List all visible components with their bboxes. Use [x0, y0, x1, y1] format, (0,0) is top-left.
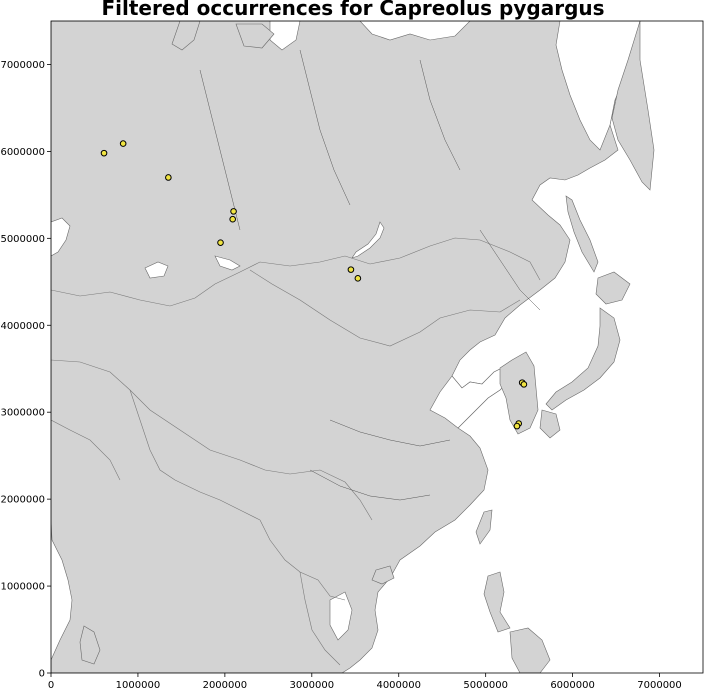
- korean-peninsula: [499, 351, 539, 435]
- occurrence-point: [513, 422, 521, 430]
- basemap: [51, 21, 655, 673]
- occurrence-point: [354, 275, 362, 282]
- aral-sea: [144, 261, 169, 279]
- axes: 0 1000000 2000000 3000000 4000000 5000000 6000…: [0, 60, 681, 690]
- x-tick-label: 7000000: [637, 680, 682, 690]
- x-tick-label: 4000000: [376, 680, 421, 690]
- gulf-of-tonkin: [329, 591, 353, 641]
- plot-frame: [50, 20, 704, 674]
- occurrence-point: [165, 174, 172, 181]
- japan-kyushu: [539, 409, 561, 439]
- rivers: [199, 49, 541, 501]
- philippines-luzon: [483, 571, 511, 633]
- arctic-island: [235, 23, 275, 49]
- occurrence-points: [100, 140, 528, 430]
- y-tick-label: 5000000: [0, 234, 45, 245]
- taiwan-island: [475, 509, 493, 545]
- x-tick-label: 6000000: [550, 680, 595, 690]
- arctic-coast-bay-2: [359, 21, 471, 41]
- occurrence-point: [520, 381, 528, 388]
- x-tick-label: 0: [48, 680, 54, 690]
- lake-balkhash: [214, 255, 241, 271]
- x-tick-label: 5000000: [463, 680, 508, 690]
- hainan-island: [371, 565, 395, 585]
- bay-yellow-sea: [429, 365, 513, 429]
- occurrence-point: [230, 208, 237, 215]
- occurrence-point: [119, 140, 127, 147]
- sri-lanka-island: [79, 625, 101, 665]
- occurrence-point: [100, 149, 108, 157]
- y-tick-label: 7000000: [0, 60, 45, 71]
- occurrence-point: [217, 239, 224, 246]
- japan-honshu: [545, 307, 621, 411]
- y-tick-label: 4000000: [0, 321, 45, 332]
- x-tick-label: 3000000: [290, 680, 335, 690]
- japan-hokkaido: [595, 271, 631, 305]
- x-tick-label: 2000000: [203, 680, 248, 690]
- kamchatka-peninsula: [611, 21, 655, 191]
- lake-baikal: [351, 221, 385, 259]
- y-tick-label: 6000000: [0, 147, 45, 158]
- philippines-south: [509, 627, 551, 673]
- x-tick-label: 1000000: [116, 680, 161, 690]
- country-borders: [51, 237, 541, 666]
- y-tick-label: 2000000: [0, 495, 45, 506]
- occurrence-point: [229, 215, 236, 223]
- y-tick-label: 1000000: [0, 582, 45, 593]
- map-title: Filtered occurrences for Capreolus pygar…: [101, 0, 605, 20]
- y-tick-label: 3000000: [0, 408, 45, 419]
- occurrence-point: [347, 266, 355, 273]
- y-tick-label: 0: [39, 669, 45, 680]
- caspian-sea: [51, 217, 71, 257]
- sakhalin-island: [565, 195, 599, 273]
- novaya-zemlya: [171, 21, 201, 51]
